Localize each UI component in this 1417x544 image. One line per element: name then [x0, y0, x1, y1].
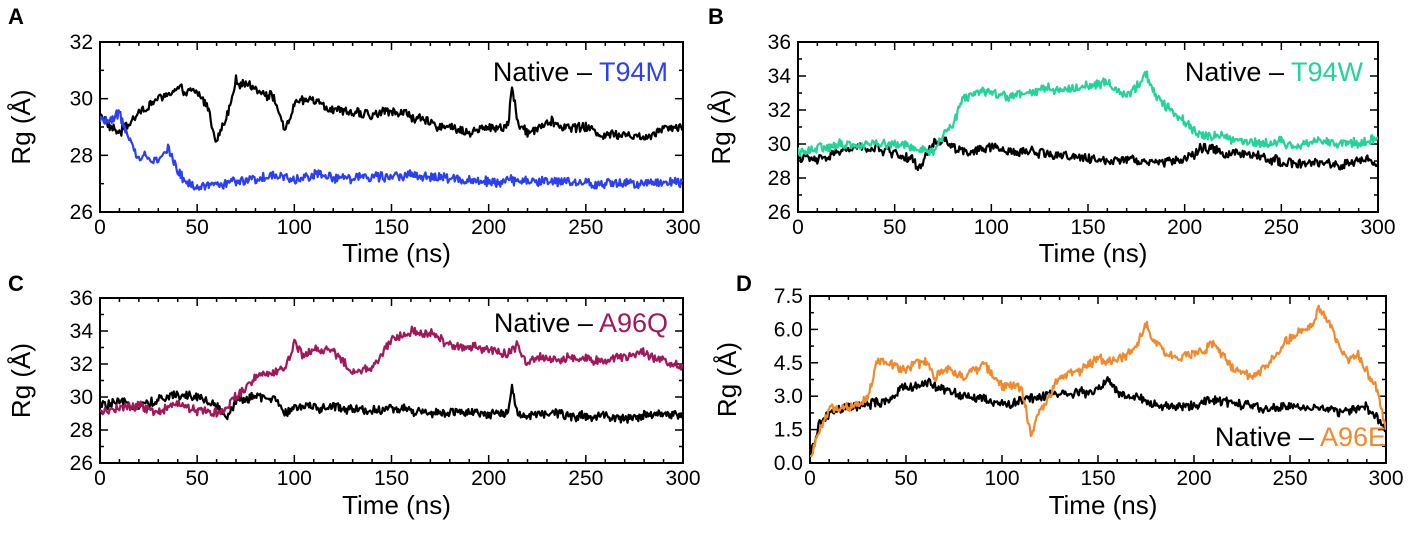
x-axis-title: Time (ns): [1039, 238, 1148, 268]
legend-mutant-text: A96Q: [599, 308, 668, 338]
series-line-t94w: [798, 70, 1378, 157]
chart-a-svg: A 0 50 100 150 200 250 300 26 28 30 32 Time (ns) Rg (…: [6, 4, 701, 268]
y-tick-label: 3.0: [774, 385, 803, 408]
x-tick-label: 0: [792, 216, 804, 239]
chart-b-svg: B 0 50 100 150 200 250 300 26 28 30 32 34 36 Time (ns)…: [706, 4, 1396, 268]
legend-label: Native – A96E: [1215, 422, 1386, 452]
legend-mutant-text: A96E: [1320, 422, 1386, 452]
x-tick-label: 0: [94, 467, 106, 490]
x-tick-label: 0: [94, 216, 106, 239]
x-tick-label: 250: [568, 467, 603, 490]
y-tick-label: 6.0: [774, 318, 803, 341]
y-axis-title: Rg (Å): [706, 89, 736, 164]
y-tick-label: 34: [768, 65, 792, 88]
y-tick-label: 26: [768, 201, 791, 224]
chart-panel-c: C 0 50 100 150 200 250 300 26 28 30 32 34 36 Time (ns)…: [0, 270, 706, 544]
y-tick-label: 7.5: [774, 285, 803, 308]
y-tick-label: 30: [768, 133, 791, 156]
x-axis-title: Time (ns): [1049, 490, 1158, 520]
series-line-t94m: [100, 109, 683, 191]
x-tick-label: 150: [374, 216, 409, 239]
panel-letter: A: [8, 4, 24, 29]
x-tick-label: 300: [1368, 467, 1403, 490]
y-tick-label: 36: [70, 287, 93, 310]
x-tick-label: 100: [974, 216, 1009, 239]
x-tick-label: 250: [1264, 216, 1299, 239]
legend-label: Native – A96Q: [494, 308, 668, 338]
y-tick-label: 36: [768, 31, 791, 54]
chart-panel-b: B 0 50 100 150 200 250 300 26 28 30 32 34 36 Time (ns)…: [700, 0, 1406, 275]
legend-mutant-text: T94M: [599, 57, 668, 87]
x-tick-label: 50: [883, 216, 906, 239]
legend-native-text: Native –: [1185, 57, 1291, 87]
x-tick-label: 300: [1360, 216, 1395, 239]
x-axis-title: Time (ns): [342, 238, 451, 268]
y-tick-label: 0.0: [774, 452, 803, 475]
x-tick-label: 50: [185, 216, 208, 239]
x-tick-label: 50: [185, 467, 208, 490]
x-axis-title: Time (ns): [342, 490, 451, 520]
y-tick-label: 28: [768, 167, 791, 190]
x-tick-label: 200: [1176, 467, 1211, 490]
x-tick-label: 100: [277, 467, 312, 490]
x-tick-label: 100: [277, 216, 312, 239]
legend-mutant-text: T94W: [1291, 57, 1364, 87]
x-tick-label: 150: [374, 467, 409, 490]
y-tick-label: 32: [70, 353, 93, 376]
series-line-native: [100, 74, 683, 143]
y-axis-title: Rg (Å): [6, 343, 36, 418]
chart-panel-a: A 0 50 100 150 200 250 300 26 28 30 32 Time (ns) Rg (…: [0, 0, 706, 275]
series-line-a96q: [100, 325, 683, 418]
y-tick-label: 26: [70, 452, 93, 475]
x-tick-label: 50: [894, 467, 917, 490]
panel-letter: D: [736, 271, 752, 296]
series-line-native: [100, 383, 683, 424]
y-tick-label: 30: [70, 88, 93, 111]
y-tick-label: 4.5: [774, 352, 803, 375]
y-tick-label: 32: [70, 31, 93, 54]
x-tick-label: 200: [471, 467, 506, 490]
legend-native-text: Native –: [494, 308, 599, 338]
series-line-native: [810, 376, 1386, 458]
panel-letter: C: [8, 271, 24, 296]
chart-panel-d: D 0 50 100 150 200 250 300 0.0 1.5 3.0 4.5 6.0 7.5 Tim…: [700, 270, 1406, 544]
x-tick-label: 0: [804, 467, 816, 490]
chart-d-svg: D 0 50 100 150 200 250 300 0.0 1.5 3.0 4.5 6.0 7.5 Tim…: [712, 271, 1404, 520]
y-tick-label: 34: [70, 320, 94, 343]
legend-label: Native – T94W: [1185, 57, 1364, 87]
y-tick-label: 26: [70, 201, 93, 224]
y-tick-label: 1.5: [774, 419, 803, 442]
x-tick-label: 300: [665, 467, 700, 490]
y-tick-label: 30: [70, 386, 93, 409]
legend-label: Native – T94M: [493, 57, 668, 87]
x-tick-label: 200: [471, 216, 506, 239]
x-tick-label: 150: [1080, 467, 1115, 490]
y-axis-title: Rg (Å): [712, 342, 742, 417]
y-tick-label: 28: [70, 144, 93, 167]
y-tick-label: 28: [70, 419, 93, 442]
panel-letter: B: [708, 4, 724, 29]
x-tick-label: 250: [1272, 467, 1307, 490]
legend-native-text: Native –: [1215, 422, 1320, 452]
chart-c-svg: C 0 50 100 150 200 250 300 26 28 30 32 34 36 Time (ns)…: [6, 271, 701, 520]
y-tick-label: 32: [768, 99, 791, 122]
legend-native-text: Native –: [493, 57, 599, 87]
x-tick-label: 200: [1167, 216, 1202, 239]
y-axis-title: Rg (Å): [6, 89, 36, 164]
x-tick-label: 100: [984, 467, 1019, 490]
x-tick-label: 250: [568, 216, 603, 239]
series-line-native: [798, 135, 1378, 172]
series-line-a96e: [810, 304, 1386, 458]
x-tick-label: 300: [665, 216, 700, 239]
x-tick-label: 150: [1070, 216, 1105, 239]
